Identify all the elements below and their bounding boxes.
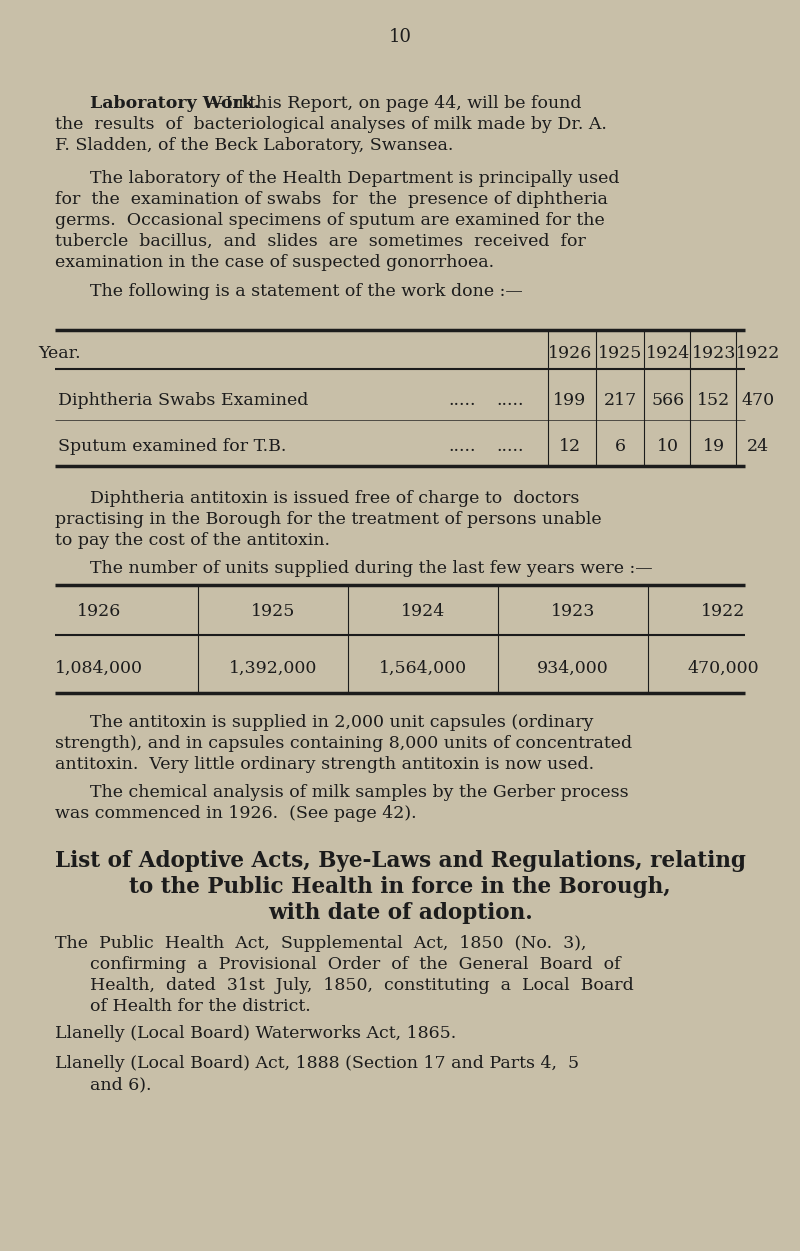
Text: 566: 566 xyxy=(651,392,685,409)
Text: The number of units supplied during the last few years were :—: The number of units supplied during the … xyxy=(90,560,653,577)
Text: 1,392,000: 1,392,000 xyxy=(229,661,317,677)
Text: 152: 152 xyxy=(698,392,730,409)
Text: and 6).: and 6). xyxy=(90,1076,151,1093)
Text: .....: ..... xyxy=(496,438,524,455)
Text: The laboratory of the Health Department is principally used: The laboratory of the Health Department … xyxy=(90,170,619,186)
Text: Diphtheria Swabs Examined: Diphtheria Swabs Examined xyxy=(58,392,308,409)
Text: The following is a statement of the work done :—: The following is a statement of the work… xyxy=(90,283,522,300)
Text: 470,000: 470,000 xyxy=(687,661,759,677)
Text: F. Sladden, of the Beck Laboratory, Swansea.: F. Sladden, of the Beck Laboratory, Swan… xyxy=(55,138,454,154)
Text: 1922: 1922 xyxy=(701,603,745,620)
Text: confirming  a  Provisional  Order  of  the  General  Board  of: confirming a Provisional Order of the Ge… xyxy=(90,956,621,973)
Text: 1923: 1923 xyxy=(551,603,595,620)
Text: 10: 10 xyxy=(389,28,411,46)
Text: for  the  examination of swabs  for  the  presence of diphtheria: for the examination of swabs for the pre… xyxy=(55,191,608,208)
Text: The  Public  Health  Act,  Supplemental  Act,  1850  (No.  3),: The Public Health Act, Supplemental Act,… xyxy=(55,934,586,952)
Text: 934,000: 934,000 xyxy=(537,661,609,677)
Text: of Health for the district.: of Health for the district. xyxy=(90,998,310,1015)
Text: .....: ..... xyxy=(448,392,476,409)
Text: The antitoxin is supplied in 2,000 unit capsules (ordinary: The antitoxin is supplied in 2,000 unit … xyxy=(90,714,594,731)
Text: List of Adoptive Acts, Bye-Laws and Regulations, relating: List of Adoptive Acts, Bye-Laws and Regu… xyxy=(54,849,746,872)
Text: examination in the case of suspected gonorrhoea.: examination in the case of suspected gon… xyxy=(55,254,494,271)
Text: 1924: 1924 xyxy=(646,345,690,362)
Text: Laboratory Work.: Laboratory Work. xyxy=(90,95,260,113)
Text: 1,084,000: 1,084,000 xyxy=(55,661,143,677)
Text: 19: 19 xyxy=(703,438,725,455)
Text: 1925: 1925 xyxy=(251,603,295,620)
Text: Health,  dated  31st  July,  1850,  constituting  a  Local  Board: Health, dated 31st July, 1850, constitut… xyxy=(90,977,634,995)
Text: tubercle  bacillus,  and  slides  are  sometimes  received  for: tubercle bacillus, and slides are someti… xyxy=(55,233,586,250)
Text: 1924: 1924 xyxy=(401,603,445,620)
Text: 1925: 1925 xyxy=(598,345,642,362)
Text: 199: 199 xyxy=(554,392,586,409)
Text: 12: 12 xyxy=(559,438,581,455)
Text: .....: ..... xyxy=(448,438,476,455)
Text: 6: 6 xyxy=(614,438,626,455)
Text: Sputum examined for T.B.: Sputum examined for T.B. xyxy=(58,438,286,455)
Text: 1922: 1922 xyxy=(736,345,780,362)
Text: strength), and in capsules containing 8,000 units of concentrated: strength), and in capsules containing 8,… xyxy=(55,736,632,752)
Text: .....: ..... xyxy=(496,392,524,409)
Text: Diphtheria antitoxin is issued free of charge to  doctors: Diphtheria antitoxin is issued free of c… xyxy=(90,490,579,507)
Text: —In this Report, on page 44, will be found: —In this Report, on page 44, will be fou… xyxy=(208,95,582,113)
Text: Year.: Year. xyxy=(38,345,82,362)
Text: 24: 24 xyxy=(747,438,769,455)
Text: Llanelly (Local Board) Waterworks Act, 1865.: Llanelly (Local Board) Waterworks Act, 1… xyxy=(55,1025,456,1042)
Text: 1923: 1923 xyxy=(692,345,736,362)
Text: 1,564,000: 1,564,000 xyxy=(379,661,467,677)
Text: 217: 217 xyxy=(603,392,637,409)
Text: 1926: 1926 xyxy=(77,603,121,620)
Text: antitoxin.  Very little ordinary strength antitoxin is now used.: antitoxin. Very little ordinary strength… xyxy=(55,756,594,773)
Text: the  results  of  bacteriological analyses of milk made by Dr. A.: the results of bacteriological analyses … xyxy=(55,116,607,133)
Text: germs.  Occasional specimens of sputum are examined for the: germs. Occasional specimens of sputum ar… xyxy=(55,211,605,229)
Text: 10: 10 xyxy=(657,438,679,455)
Text: with date of adoption.: with date of adoption. xyxy=(268,902,532,924)
Text: practising in the Borough for the treatment of persons unable: practising in the Borough for the treatm… xyxy=(55,510,602,528)
Text: 470: 470 xyxy=(742,392,774,409)
Text: was commenced in 1926.  (See page 42).: was commenced in 1926. (See page 42). xyxy=(55,804,417,822)
Text: The chemical analysis of milk samples by the Gerber process: The chemical analysis of milk samples by… xyxy=(90,784,629,801)
Text: to the Public Health in force in the Borough,: to the Public Health in force in the Bor… xyxy=(129,876,671,898)
Text: to pay the cost of the antitoxin.: to pay the cost of the antitoxin. xyxy=(55,532,330,549)
Text: Llanelly (Local Board) Act, 1888 (Section 17 and Parts 4,  5: Llanelly (Local Board) Act, 1888 (Sectio… xyxy=(55,1055,579,1072)
Text: 1926: 1926 xyxy=(548,345,592,362)
